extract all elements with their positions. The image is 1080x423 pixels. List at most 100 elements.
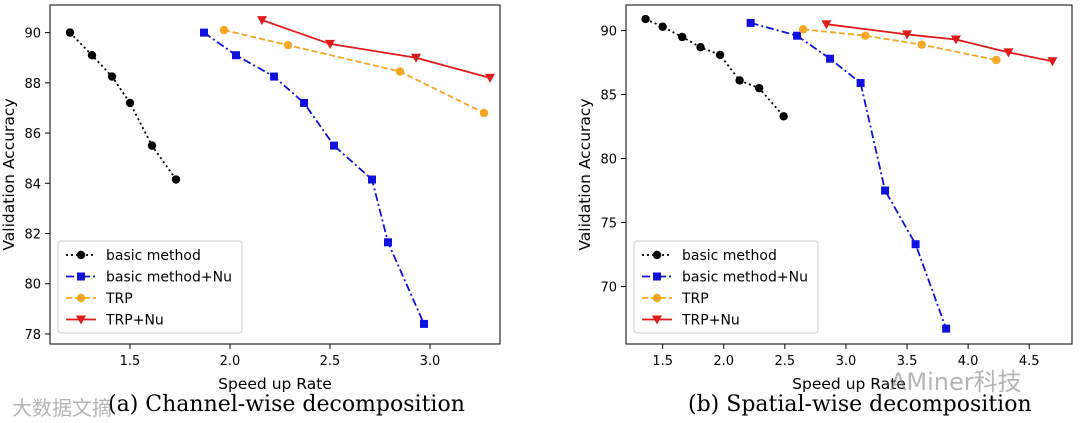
series-line xyxy=(645,18,785,117)
series-line xyxy=(203,31,425,325)
series-line xyxy=(223,29,485,114)
watermark-right: AMiner科技 xyxy=(890,368,1022,396)
y-tick-label: 90 xyxy=(24,27,41,42)
y-tick-label: 80 xyxy=(24,278,41,293)
legend-marker xyxy=(76,315,86,325)
legend-label: basic method xyxy=(106,248,201,264)
data-point xyxy=(87,51,97,60)
data-point xyxy=(219,25,229,35)
series-basic-method-nu xyxy=(746,18,951,333)
series-basic-method xyxy=(65,28,181,184)
legend-label: TRP xyxy=(681,291,709,307)
data-point xyxy=(861,31,870,40)
legend-label: basic method+Nu xyxy=(106,270,232,286)
legend-marker xyxy=(76,250,86,260)
legend-marker xyxy=(652,250,662,260)
x-tick-label: 4.0 xyxy=(958,354,979,369)
data-point xyxy=(395,67,405,76)
data-point xyxy=(902,30,913,40)
series-line xyxy=(803,28,997,61)
watermark-left: 大数据文摘 xyxy=(12,396,112,420)
data-point xyxy=(232,51,240,60)
legend-marker xyxy=(653,272,661,281)
y-tick-label: 90 xyxy=(600,25,617,40)
chart-channel-wise: 1.5 2.0 2.5 3.0 78 80 82 84 86 88 90 Speed up Rate V… xyxy=(0,4,501,393)
data-point xyxy=(171,175,181,184)
data-point xyxy=(300,98,308,107)
data-point xyxy=(283,40,293,50)
data-point xyxy=(696,43,705,52)
series-trp xyxy=(798,25,1001,65)
plot-frame xyxy=(49,4,501,345)
data-point xyxy=(798,25,808,34)
y-tick-label: 84 xyxy=(24,177,41,192)
legend-marker xyxy=(652,293,662,303)
y-tick-label: 80 xyxy=(600,153,617,168)
legend-marker xyxy=(652,315,662,325)
data-point xyxy=(65,28,75,37)
data-point xyxy=(715,50,725,60)
x-tick-label: 1.5 xyxy=(120,354,141,369)
x-tick-label: 2.5 xyxy=(775,354,796,369)
plot-frame xyxy=(625,4,1073,345)
data-point xyxy=(917,40,926,49)
data-point xyxy=(992,55,1001,65)
data-point xyxy=(942,324,951,333)
data-point xyxy=(821,20,832,30)
data-point xyxy=(1047,57,1058,67)
legend: basic method basic method+Nu TRP TRP+Nu xyxy=(57,240,243,334)
data-point xyxy=(200,28,208,37)
series-trp-nu xyxy=(821,20,1058,67)
y-axis-label: Validation Accuracy xyxy=(576,98,594,250)
data-point xyxy=(950,35,961,45)
data-point xyxy=(793,31,802,40)
legend-marker xyxy=(77,272,85,281)
legend-label: basic method xyxy=(682,248,777,264)
data-point xyxy=(107,72,117,81)
x-axis-label: Speed up Rate xyxy=(218,375,332,393)
data-point xyxy=(641,14,650,24)
series-line xyxy=(826,23,1053,63)
data-point xyxy=(257,16,267,26)
data-point xyxy=(147,141,157,150)
legend-label: basic method+Nu xyxy=(682,270,808,286)
data-point xyxy=(384,238,392,247)
x-tick-label: 1.5 xyxy=(652,354,673,369)
data-point xyxy=(856,79,865,88)
y-tick-label: 75 xyxy=(600,216,617,231)
legend-label: TRP xyxy=(105,291,133,307)
x-tick-label: 3.5 xyxy=(897,354,918,369)
x-tick-label: 3.0 xyxy=(420,354,441,369)
data-point xyxy=(678,32,687,42)
data-point xyxy=(270,72,278,81)
legend-marker xyxy=(76,293,86,303)
y-tick-label: 88 xyxy=(24,77,41,92)
x-tick-label: 2.0 xyxy=(713,354,734,369)
legend: basic method basic method+Nu TRP TRP+Nu xyxy=(633,240,819,334)
data-point xyxy=(420,319,428,328)
x-tick-label: 4.5 xyxy=(1019,354,1040,369)
series-line xyxy=(261,19,491,79)
legend-label: TRP+Nu xyxy=(681,313,740,329)
y-tick-label: 70 xyxy=(600,280,617,295)
data-point xyxy=(485,73,495,83)
y-tick-label: 85 xyxy=(600,89,617,104)
data-point xyxy=(330,141,338,150)
x-tick-label: 3.0 xyxy=(836,354,857,369)
data-point xyxy=(881,186,890,195)
data-point xyxy=(735,76,744,85)
data-point xyxy=(911,240,920,249)
caption-spatial-wise: (b) Spatial-wise decomposition xyxy=(688,392,1032,417)
y-tick-label: 86 xyxy=(24,127,41,142)
chart-spatial-wise: 1.5 2.0 2.5 3.0 3.5 4.0 4.5 70 75 80 85 90 Speed up … xyxy=(576,4,1073,393)
data-point xyxy=(1003,48,1014,58)
data-point xyxy=(826,54,835,63)
y-tick-label: 82 xyxy=(24,228,41,243)
data-point xyxy=(411,53,421,63)
data-point xyxy=(125,98,135,108)
data-point xyxy=(368,175,376,184)
series-line xyxy=(69,31,177,181)
data-point xyxy=(325,39,335,49)
data-point xyxy=(779,112,788,121)
